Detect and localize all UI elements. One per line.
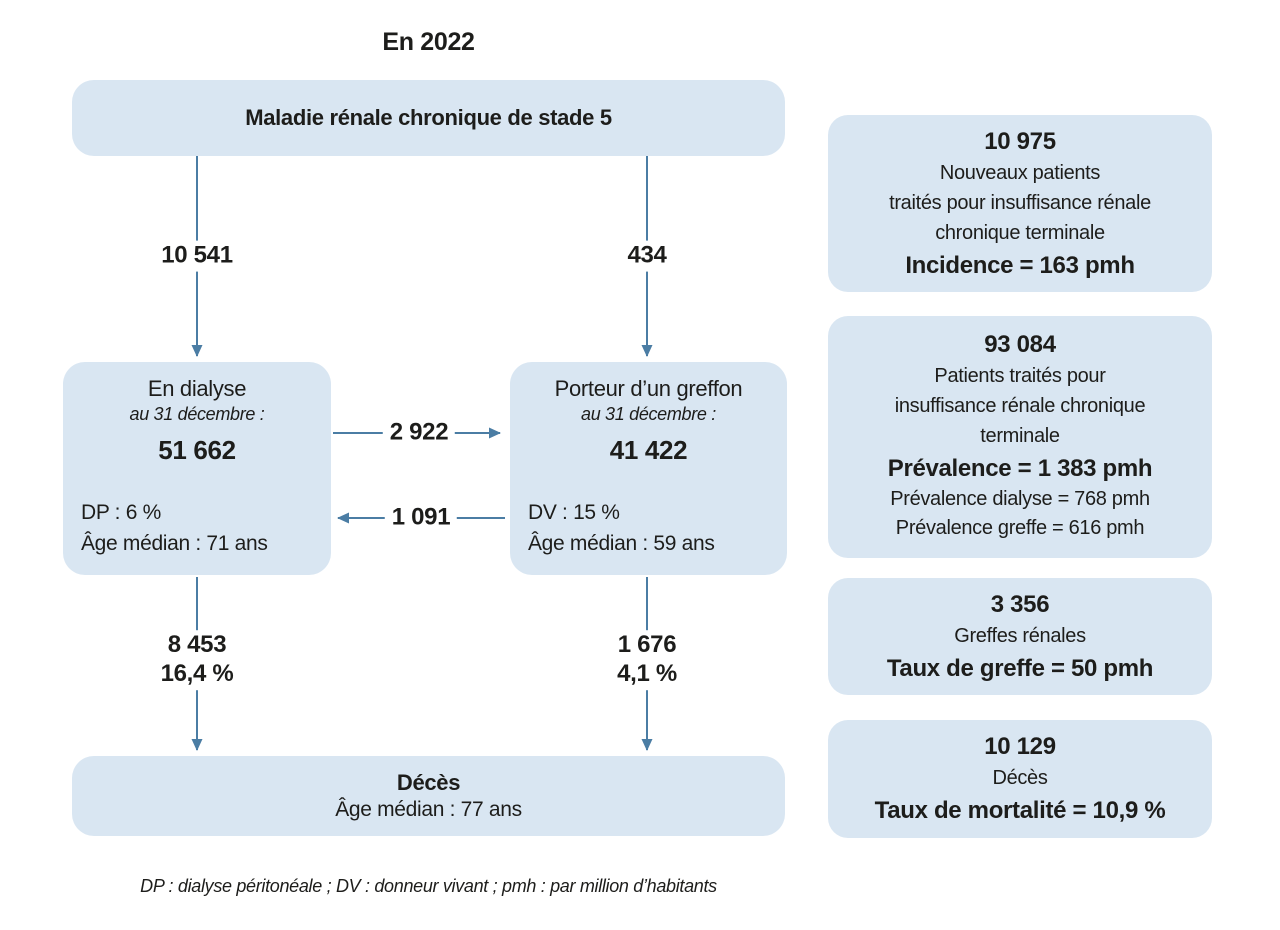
summary-box-mortality: 10 129 Décès Taux de mortalité = 10,9 % [828,720,1212,838]
incidence-description: Nouveaux patients traités pour insuffisa… [889,161,1151,244]
transplant-rate: Taux de greffe = 50 pmh [886,654,1154,682]
summary-box-incidence: 10 975 Nouveaux patients traités pour in… [828,115,1212,292]
dialysis-detail-dp: DP : 6 % [81,501,161,525]
prevalence-rate: Prévalence = 1 383 pmh [887,455,1153,482]
dialysis-node-title: En dialyse [147,376,247,401]
mortality-description: Décès [992,767,1048,789]
graft-node: Porteur d’un greffon au 31 décembre : 41… [510,362,787,575]
summary-box-prevalence: 93 084 Patients traités pour insuffisanc… [828,316,1212,558]
flow-label-dialysis-to-graft: 2 922 [382,417,456,449]
transplant-description: Greffes rénales [954,624,1086,647]
root-node-label: Maladie rénale chronique de stade 5 [245,105,612,130]
incidence-count: 10 975 [984,127,1056,155]
page-title: En 2022 [382,28,475,56]
graft-node-value: 41 422 [609,435,688,465]
dialysis-death-count: 8 453 [167,631,227,659]
dialysis-node-details: DP : 6 % Âge médian : 71 ans [77,498,317,559]
root-node-stage5-ckd: Maladie rénale chronique de stade 5 [72,80,785,156]
mortality-rate: Taux de mortalité = 10,9 % [874,797,1166,824]
summary-box-transplants: 3 356 Greffes rénales Taux de greffe = 5… [828,578,1212,695]
graft-detail-age: Âge médian : 59 ans [528,531,715,555]
graft-node-title: Porteur d’un greffon [554,376,743,401]
graft-death-rate: 4,1 % [617,660,677,687]
graft-node-subtitle: au 31 décembre : [581,404,716,424]
dialysis-node-value: 51 662 [158,435,236,465]
death-node-subtitle: Âge médian : 77 ans [335,798,522,821]
graft-node-details: DV : 15 % Âge médian : 59 ans [524,498,773,559]
graft-detail-dv: DV : 15 % [528,501,620,525]
prevalence-breakdown: Prévalence dialyse = 768 pmh Prévalence … [890,488,1150,539]
prevalence-count: 93 084 [984,331,1056,358]
death-node: Décès Âge médian : 77 ans [72,756,785,836]
graft-death-count: 1 676 [617,631,677,659]
abbreviations-footnote: DP : dialyse péritonéale ; DV : donneur … [140,876,717,896]
dialysis-node-subtitle: au 31 décembre : [129,404,265,424]
dialysis-detail-age: Âge médian : 71 ans [81,531,268,555]
flow-label-root-to-dialysis: 10 541 [154,240,240,272]
flow-label-graft-to-dialysis: 1 091 [384,502,458,534]
flow-label-dialysis-to-death: 8 453 16,4 % [153,630,241,690]
dialysis-node: En dialyse au 31 décembre : 51 662 DP : … [63,362,331,575]
prevalence-description: Patients traités pour insuffisance rénal… [894,365,1146,447]
mortality-count: 10 129 [984,733,1056,760]
flow-label-graft-to-death: 1 676 4,1 % [610,630,684,690]
transplant-count: 3 356 [990,590,1050,618]
death-node-title: Décès [396,770,461,795]
flow-label-root-to-graft: 434 [620,240,674,272]
dialysis-death-rate: 16,4 % [160,660,234,687]
incidence-rate: Incidence = 163 pmh [905,251,1135,279]
